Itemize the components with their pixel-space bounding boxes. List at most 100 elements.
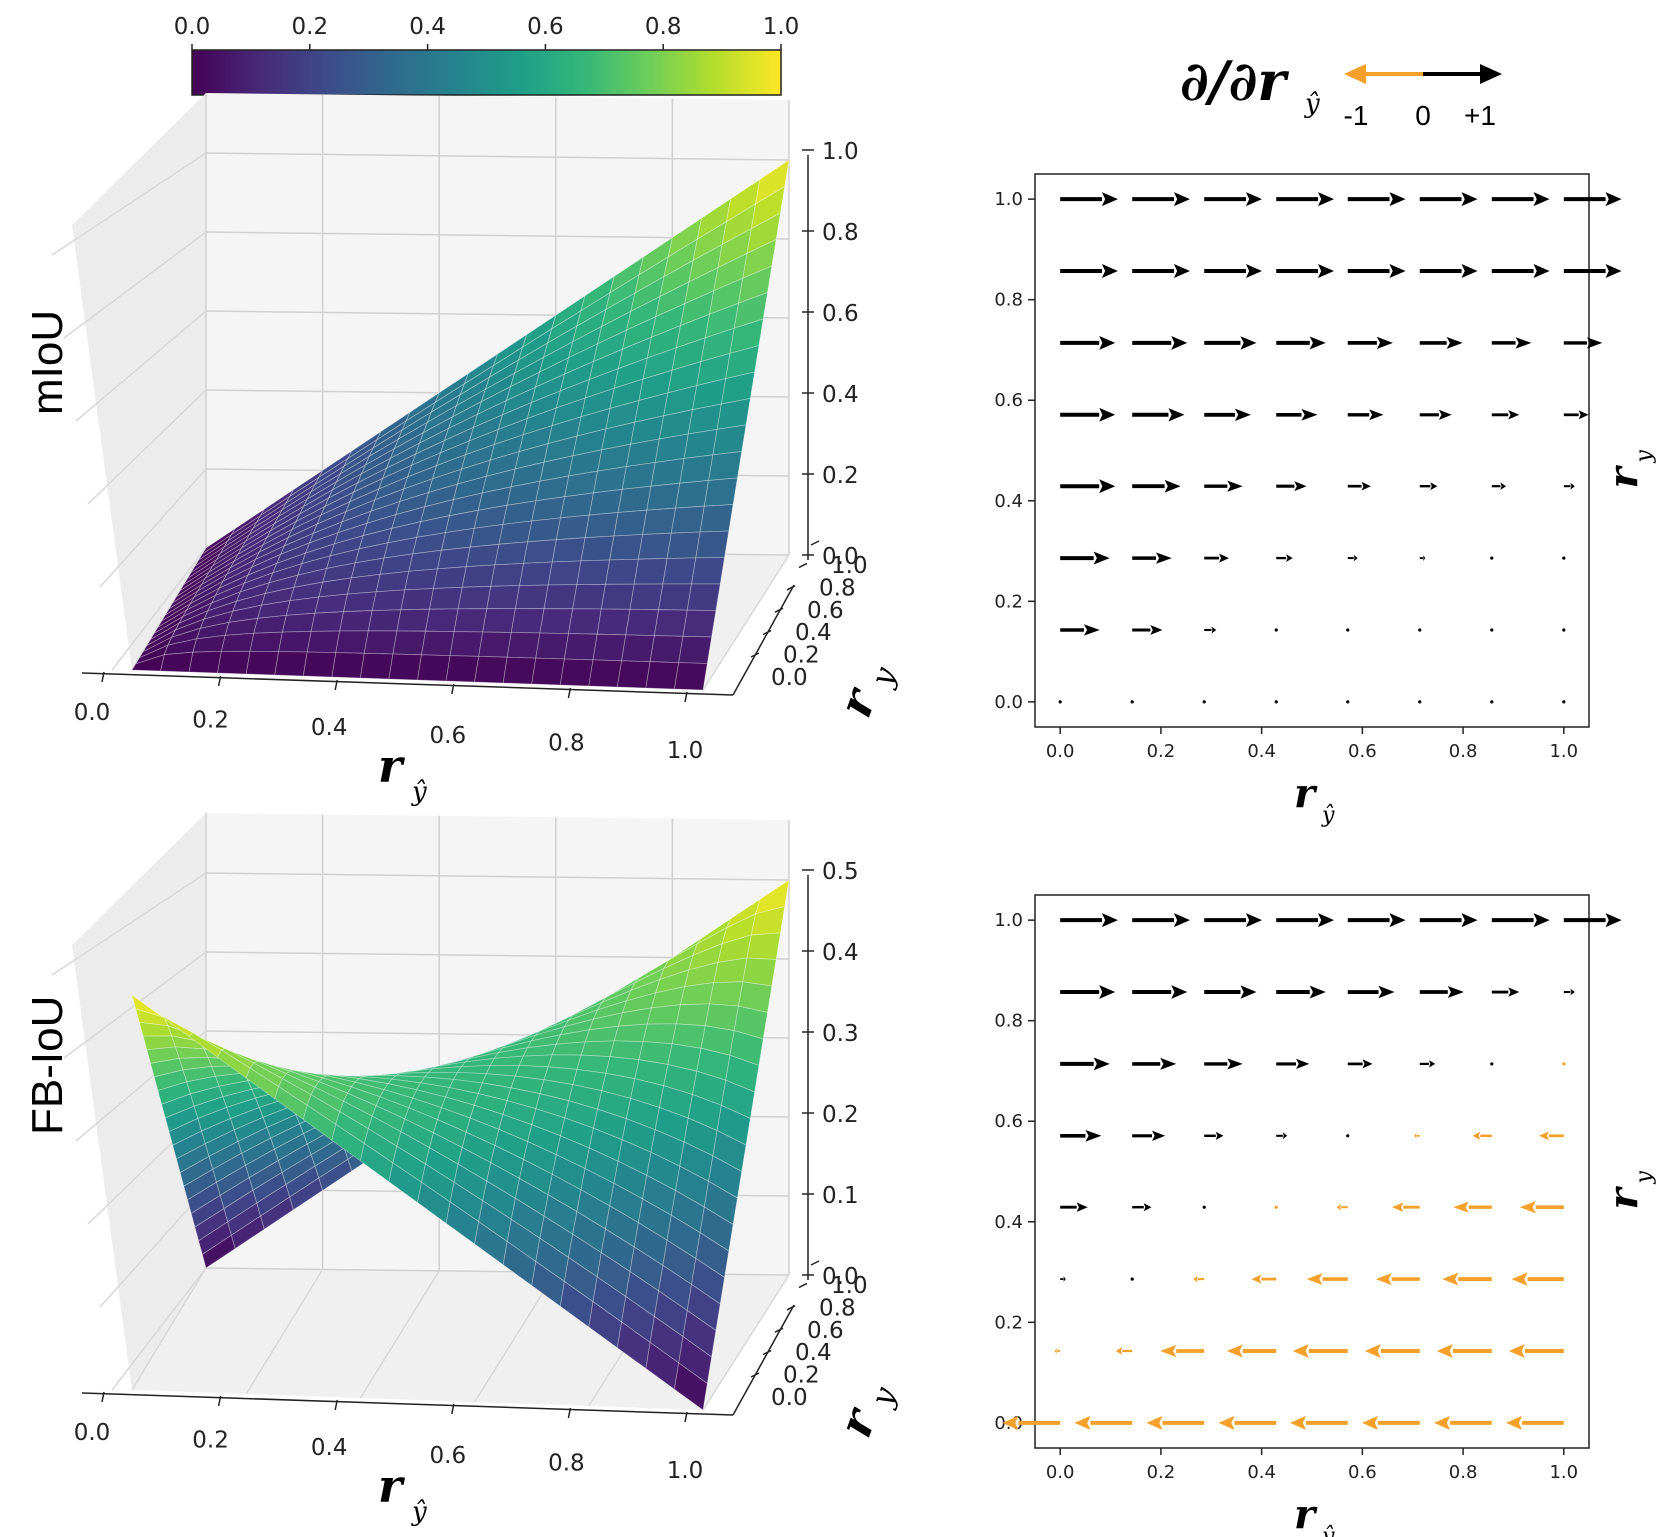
arrow-head — [1533, 264, 1550, 279]
plot-frame — [1034, 894, 1590, 1449]
fbiou-surface-plot: 0.0 0.2 0.4 0.6 0.8 1.00.00.20.40.60.81.00.00… — [51, 813, 904, 1527]
surface-face — [691, 1257, 725, 1305]
y-tick-label: 0.4 — [994, 491, 1023, 512]
surface-face — [453, 608, 488, 633]
surface-face — [646, 1004, 682, 1025]
surface-face — [699, 504, 734, 533]
arrow-head — [1434, 1415, 1451, 1430]
x-tick-label: 0.2 — [1147, 1462, 1176, 1483]
surface-face — [514, 584, 549, 610]
x-tick-label: 0.0 — [1046, 1462, 1075, 1483]
arrow-dot — [1202, 1205, 1206, 1209]
arrow-dot — [1274, 628, 1278, 632]
surface-face — [670, 505, 705, 534]
arrow-head — [1389, 264, 1406, 279]
arrow-head — [1500, 482, 1507, 490]
arrow-head — [1074, 1415, 1091, 1430]
arrow-head — [1193, 1275, 1198, 1283]
arrow-head — [1101, 264, 1118, 279]
arrow-head — [1099, 479, 1116, 494]
colorbar-tick-label: 0.8 — [645, 14, 682, 40]
arrow-head — [1093, 551, 1110, 565]
y-tick-label: 0.2 — [783, 643, 820, 669]
y-axis-label-sub: y — [1632, 1171, 1657, 1185]
arrow-head — [1438, 409, 1452, 420]
surface-face — [733, 1005, 768, 1040]
y-axis-label: r — [828, 1399, 888, 1444]
surface-face — [703, 1180, 738, 1226]
arrow-head — [1146, 1415, 1163, 1430]
arrow-head — [1436, 1344, 1453, 1358]
x-tick-label: 1.0 — [1549, 1462, 1578, 1483]
surface-face — [518, 1054, 553, 1068]
surface-face — [498, 520, 533, 545]
arrow-dot — [1130, 1277, 1134, 1281]
z-tick-label: 0.1 — [822, 1183, 859, 1209]
back-grid-line — [205, 872, 790, 881]
floor-grid-line — [131, 1267, 207, 1391]
y-tick-mark — [810, 540, 820, 546]
arrow-head — [1168, 408, 1185, 422]
surface-face — [645, 661, 680, 690]
surface-face — [523, 539, 557, 564]
arrow-head — [1160, 1344, 1177, 1357]
arrow-head — [1353, 554, 1358, 562]
y-tick-mark — [810, 1260, 820, 1266]
y-tick-mark — [774, 1327, 784, 1333]
floor-grid-line — [702, 554, 790, 691]
arrow-head — [1414, 1132, 1417, 1139]
arrow-dot — [1274, 700, 1278, 704]
y-tick-label: 0.6 — [807, 598, 844, 624]
y-tick-label: 1.0 — [994, 910, 1023, 931]
surface-face — [543, 584, 578, 610]
surface-face — [527, 517, 561, 543]
surface-face — [729, 318, 764, 354]
x-tick-mark — [684, 1411, 688, 1423]
arrow-head — [1605, 913, 1622, 928]
arrow-head — [1101, 192, 1118, 207]
arrow-head — [1570, 988, 1575, 996]
surface-face — [678, 635, 713, 664]
arrow-head — [1508, 410, 1520, 420]
row-label-fbiou: FB-IoU — [23, 996, 72, 1135]
arrow-head — [1317, 264, 1334, 279]
legend-title-sub: ŷ — [1304, 89, 1320, 119]
arrow-dot — [1562, 700, 1566, 704]
x-tick-label: 0.6 — [1348, 741, 1377, 762]
surface-face — [253, 614, 287, 634]
surface-face — [678, 1335, 713, 1385]
x-tick-label: 0.8 — [548, 730, 585, 756]
surface-face — [584, 512, 619, 539]
surface-face — [433, 566, 467, 589]
y-tick-label: 0.8 — [994, 1011, 1023, 1032]
surface-face — [436, 546, 471, 570]
arrow-head — [1294, 481, 1307, 492]
arrow-head — [1218, 1415, 1235, 1430]
side-grid-line — [99, 1188, 207, 1308]
surface-face — [675, 480, 710, 509]
surface-face — [278, 630, 312, 653]
y-axis-label: r — [1600, 465, 1647, 489]
surface-face — [551, 1041, 586, 1056]
x-tick-label: 1.0 — [1549, 741, 1578, 762]
y-tick-label: 0.4 — [795, 620, 832, 646]
arrows — [1058, 192, 1622, 704]
surface-face — [568, 608, 602, 635]
arrow-head — [1317, 192, 1334, 207]
side-grid-line — [111, 547, 207, 671]
arrow-head — [1533, 913, 1550, 928]
colorbar-tick-label: 0.0 — [174, 14, 211, 40]
arrow-dot — [1490, 1062, 1494, 1066]
arrow-head — [1085, 1130, 1102, 1142]
plot-frame — [1034, 173, 1590, 728]
z-tick-label: 0.2 — [822, 1102, 859, 1128]
side-pane — [72, 813, 206, 1390]
side-grid-line — [111, 1267, 207, 1391]
z-tick-label: 0.4 — [822, 382, 859, 408]
x-tick-label: 0.0 — [74, 1420, 111, 1446]
y-tick-label: 1.0 — [831, 553, 868, 579]
arrow-head — [1506, 1415, 1523, 1430]
floor-grid-line — [473, 1271, 557, 1403]
surface-face — [642, 1023, 677, 1045]
arrow-head — [1171, 985, 1188, 999]
